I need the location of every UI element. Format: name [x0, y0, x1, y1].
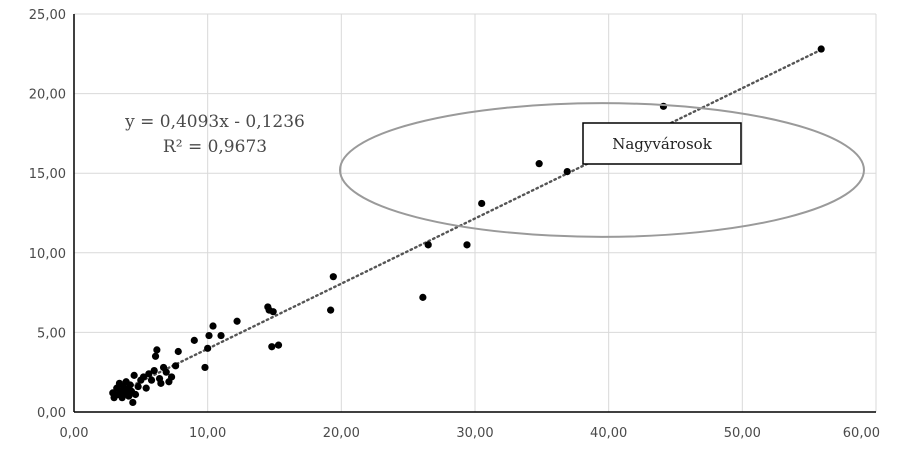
x-tick-label: 10,00 [189, 426, 226, 441]
y-tick-labels: 0,00 5,00 10,00 15,00 20,00 25,00 [29, 8, 66, 421]
trendline [126, 47, 824, 390]
data-point [535, 160, 543, 168]
y-tick-label: 10,00 [29, 247, 66, 262]
x-tick-label: 30,00 [456, 426, 493, 441]
data-point [134, 382, 142, 391]
y-tick-label: 15,00 [29, 167, 66, 182]
data-point [217, 331, 225, 340]
grid-lines [74, 13, 877, 412]
data-point [329, 273, 337, 281]
data-point [190, 336, 198, 344]
data-points [109, 45, 825, 407]
data-point [268, 343, 276, 351]
callout-label: Nagyvárosok [612, 135, 712, 153]
data-point [131, 390, 140, 399]
y-tick-label: 25,00 [29, 8, 66, 23]
data-point [209, 322, 217, 330]
y-tick-label: 5,00 [37, 326, 66, 341]
x-tick-label: 40,00 [590, 426, 627, 441]
x-tick-label: 20,00 [323, 426, 360, 441]
data-point [171, 362, 180, 370]
data-point [153, 346, 161, 354]
data-point [233, 317, 241, 325]
trend-r-squared: R² = 0,9673 [163, 137, 267, 157]
data-point [327, 306, 335, 314]
data-point [162, 368, 170, 376]
x-tick-label: 60,00 [843, 426, 880, 441]
data-point [424, 241, 432, 249]
y-tick-label: 0,00 [37, 406, 66, 421]
data-point [174, 347, 182, 356]
data-point [204, 344, 212, 352]
highlight-ellipse [338, 102, 865, 238]
data-point [151, 352, 160, 360]
data-point [201, 363, 209, 372]
data-point [129, 398, 137, 407]
data-point [478, 199, 486, 208]
data-point [142, 384, 150, 392]
data-point [126, 381, 134, 389]
data-point [130, 371, 138, 379]
trend-equation: y = 0,4093x - 0,1236 [124, 112, 305, 132]
y-tick-label: 20,00 [29, 88, 66, 103]
x-tick-labels: 0,00 10,00 20,00 30,00 40,00 50,00 60,00 [60, 426, 880, 441]
data-point [147, 376, 156, 384]
data-point [563, 168, 571, 176]
data-point [419, 293, 427, 301]
callout-box [582, 122, 742, 165]
data-point [463, 241, 471, 249]
data-point [145, 370, 153, 378]
data-point [269, 308, 277, 316]
x-tick-label: 50,00 [724, 426, 761, 441]
data-point [157, 379, 165, 387]
data-point [139, 373, 148, 381]
data-point [274, 341, 283, 349]
data-point [167, 373, 176, 381]
data-point [150, 367, 158, 375]
data-point [205, 331, 213, 340]
data-point [817, 45, 825, 53]
x-tick-label: 0,00 [60, 426, 89, 441]
